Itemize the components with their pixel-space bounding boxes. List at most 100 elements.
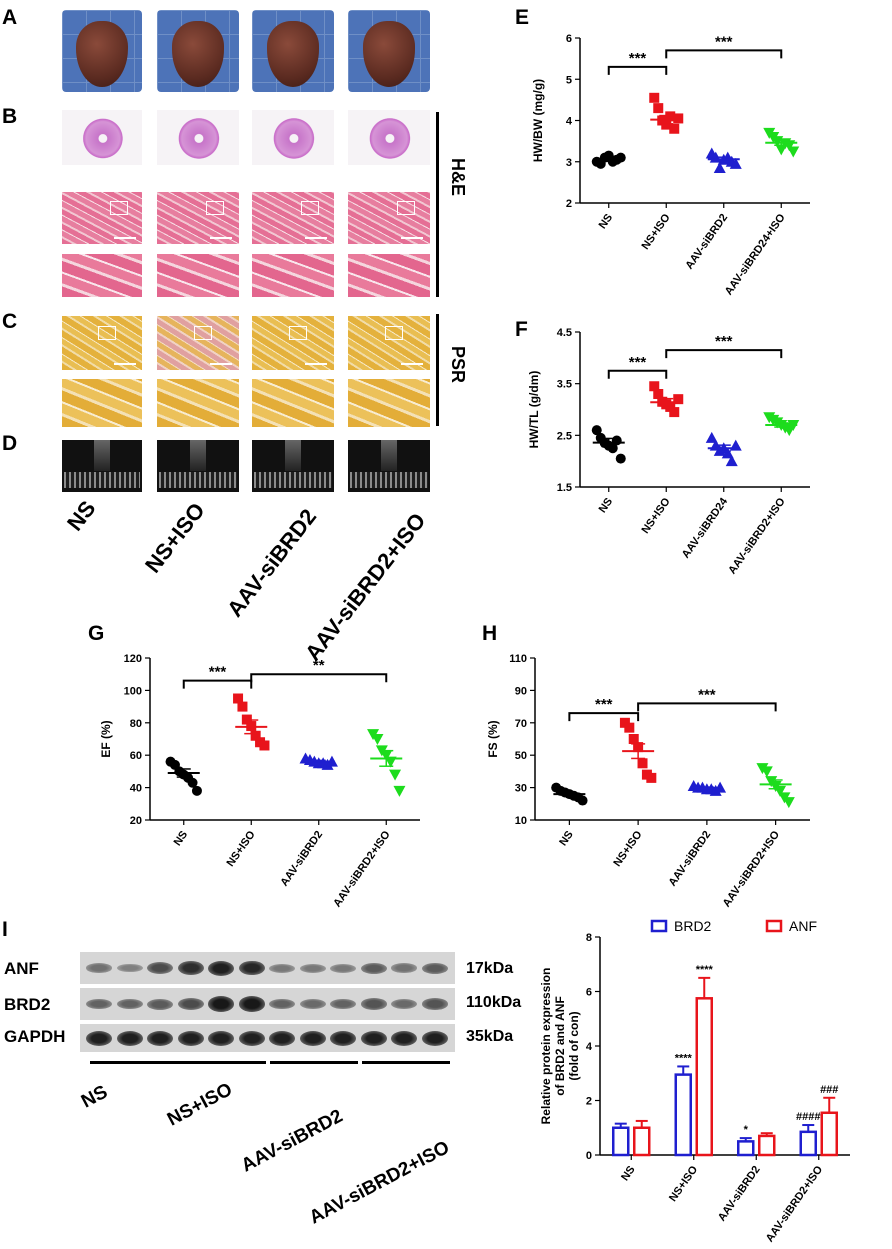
y-tick-label: 80 xyxy=(130,718,142,730)
blot-band xyxy=(147,962,173,974)
blot-band xyxy=(360,962,387,974)
significance-label: **** xyxy=(696,964,714,976)
axes: 2 3 4 5 6 HW/BW (mg/g) NS NS+ISO AAV-siBRD2AAV-s… xyxy=(531,33,810,297)
data-point xyxy=(371,734,384,745)
he-tissue-1 xyxy=(62,192,142,244)
data-point xyxy=(250,730,261,741)
blot-band xyxy=(86,963,112,973)
y-tick-label: 2 xyxy=(586,1096,592,1108)
x-tick-label: AAV-siBRD24+ISO xyxy=(723,211,788,297)
he-zoom-1 xyxy=(62,254,142,297)
x-tick-label: NS+ISO xyxy=(667,1163,700,1204)
data-point xyxy=(393,785,406,797)
series-anf: **** ### ANF xyxy=(633,918,838,1157)
x-tick-label: NS xyxy=(557,829,576,848)
psr-tissue-4 xyxy=(348,316,430,370)
x-tick-label: AAV-siBRD2 xyxy=(716,1164,763,1224)
x-tick-label: AAV-siBRD2+ISO xyxy=(721,828,783,909)
blot-band xyxy=(238,960,265,976)
wb-group-aav-sibrd2: AAV-siBRD2 xyxy=(238,1105,347,1177)
group-label-ns-iso: NS+ISO xyxy=(140,497,210,578)
y-tick-label: 100 xyxy=(124,685,142,697)
wb-group-aav-sibrd2-iso: AAV-siBRD2+ISO xyxy=(306,1137,454,1229)
echo-image-3 xyxy=(252,440,334,492)
y-axis-label: of BRD2 and ANF xyxy=(553,996,567,1096)
he-zoom-3 xyxy=(252,254,334,297)
significance-label: *** xyxy=(715,33,733,50)
panel-letter-h: H xyxy=(482,622,498,645)
y-tick-label: 2.5 xyxy=(557,430,572,442)
bar xyxy=(820,1111,838,1157)
significance-label: *** xyxy=(629,354,647,371)
blot-band xyxy=(299,999,326,1009)
chart-f-hwtl: 1.52.53.54.5HW/TL (g/dm)NS NS+ISO AAV-siBR… xyxy=(527,327,810,576)
data-point xyxy=(611,435,622,446)
blot-band xyxy=(177,998,204,1010)
legend-swatch xyxy=(650,919,668,933)
y-tick-label: 4 xyxy=(566,116,573,128)
x-tick-label: NS+ISO xyxy=(225,828,258,869)
significance-label: *** xyxy=(595,696,613,713)
significance-label: * xyxy=(744,1124,749,1136)
blot-band xyxy=(391,1030,417,1046)
significance-bracket: *** xyxy=(607,354,668,379)
y-tick-label: 6 xyxy=(586,987,592,999)
blot-group-underline xyxy=(362,1061,450,1064)
he-whole-section-2 xyxy=(157,110,239,165)
blot-band xyxy=(147,1030,173,1046)
group-3 xyxy=(705,431,742,467)
wb-size-brd2: 110kDa xyxy=(466,994,522,1011)
axes: 0 2 4 6 8 Relative protein expression of BRD2 … xyxy=(539,932,850,1244)
heart-photo-2 xyxy=(157,10,239,92)
data-point xyxy=(725,455,738,467)
blot-band xyxy=(208,960,234,976)
y-axis-label: EF (%) xyxy=(99,720,113,757)
data-point xyxy=(637,758,648,769)
bar xyxy=(695,997,713,1157)
he-tissue-2 xyxy=(157,192,239,244)
panel-letter-b: B xyxy=(2,105,18,128)
significance-bracket: *** xyxy=(665,33,783,59)
panel-letter-e: E xyxy=(515,6,530,29)
blot-group-underline xyxy=(90,1061,178,1064)
significance-label: ### xyxy=(820,1084,838,1096)
blot-row-anf xyxy=(80,952,455,984)
blot-band xyxy=(116,1030,143,1046)
blot-band xyxy=(86,998,112,1010)
data-point xyxy=(389,769,402,781)
data-point xyxy=(607,443,618,454)
psr-zoom-1 xyxy=(62,379,142,427)
blot-group-underline xyxy=(178,1061,266,1064)
y-tick-label: 90 xyxy=(515,685,527,697)
x-tick-label: NS+ISO xyxy=(611,828,644,869)
psr-bracket xyxy=(436,314,439,426)
panel-letter-f: F xyxy=(515,318,528,341)
echo-image-4 xyxy=(348,440,430,492)
wb-label-gapdh: GAPDH xyxy=(4,1027,66,1046)
data-point xyxy=(187,777,198,788)
group-4 xyxy=(763,127,800,158)
x-tick-label: NS xyxy=(597,496,616,515)
y-axis-label: (fold of con) xyxy=(567,1011,581,1080)
echo-image-1 xyxy=(62,440,142,492)
y-tick-label: 60 xyxy=(130,750,142,762)
group-1 xyxy=(165,756,202,796)
y-tick-label: 5 xyxy=(566,74,572,86)
blot-band xyxy=(330,998,356,1010)
y-tick-label: 2 xyxy=(566,198,572,210)
blot-band xyxy=(391,963,417,973)
y-axis-label: HW/TL (g/dm) xyxy=(527,371,541,449)
group-3 xyxy=(299,752,338,770)
heart-photo-3 xyxy=(252,10,334,92)
y-tick-label: 3 xyxy=(566,157,572,169)
group-2 xyxy=(649,381,684,418)
data-point xyxy=(760,766,773,778)
significance-label: *** xyxy=(209,664,227,681)
data-point xyxy=(673,113,684,124)
y-tick-label: 40 xyxy=(130,783,142,795)
significance-label: *** xyxy=(629,50,647,67)
data-point xyxy=(591,425,602,436)
data-point xyxy=(665,401,676,412)
x-tick-label: NS xyxy=(172,829,191,848)
data-point xyxy=(577,795,588,806)
